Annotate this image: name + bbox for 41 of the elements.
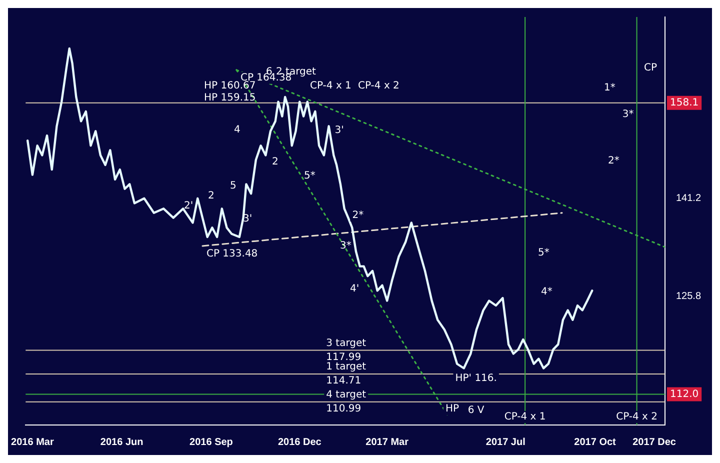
annotation: 5* [304, 170, 316, 182]
x-tick-label: 2017 Mar [366, 436, 409, 448]
annotation: 2' [184, 200, 194, 212]
y-tick-label: 125.8 [676, 290, 702, 302]
annotation: CP [644, 62, 658, 74]
x-tick-label: 2016 Dec [278, 436, 322, 448]
annotation: 2* [352, 210, 364, 222]
annotation: HP' 116. [455, 373, 497, 384]
annotation: 2 [208, 190, 214, 202]
annotation: 5 [230, 180, 236, 192]
annotation: CP 133.48 [206, 248, 258, 260]
annotation: 6 V [468, 405, 484, 416]
x-tick-label: 2017 Oct [574, 436, 617, 448]
annotation: 4* [541, 286, 552, 298]
ref-line-label: 3 target 117.99 [326, 338, 366, 363]
annotation: 2 [272, 156, 278, 168]
annotation: HP [446, 404, 460, 415]
annotation: CP-4 x 1 [310, 80, 352, 92]
x-tick-label: 2017 Dec [632, 436, 676, 448]
ref-line-label: 158.1 [670, 97, 699, 108]
annotation: 5* [538, 248, 550, 259]
x-tick-label: 2016 Jun [100, 436, 144, 448]
annotation: 3* [622, 109, 634, 120]
x-tick-label: 2016 Mar [11, 436, 54, 448]
annotation: CP-4 x 2 [358, 80, 400, 92]
ref-line-label: 4 target 110.99 [326, 390, 366, 415]
annotation: 2* [608, 156, 620, 167]
ref-line-label: 1 target 114.71 [326, 362, 366, 387]
x-tick-label: 2016 Sep [190, 436, 233, 448]
ref-line-label: CP-4 x 1 [504, 412, 546, 423]
annotation: 1* [604, 82, 616, 94]
annotation: 3' [243, 214, 252, 225]
y-tick-label: 141.2 [676, 193, 702, 204]
x-tick-label: 2017 Jul [486, 436, 526, 448]
ref-line-label: 112.0 [670, 388, 699, 400]
annotation: HP 159.15 [204, 92, 256, 104]
ref-line-label: CP-4 x 2 [616, 412, 658, 423]
annotation: 3* [340, 240, 352, 252]
annotation: 4' [350, 284, 360, 295]
annotation: 4 [234, 124, 240, 136]
annotation: 3' [334, 124, 344, 136]
